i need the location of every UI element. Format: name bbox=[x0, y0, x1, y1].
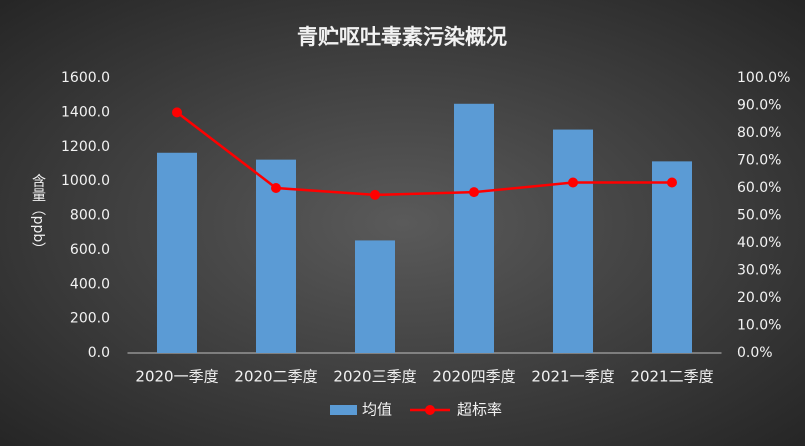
y-tick-label: 1400.0 bbox=[61, 104, 110, 120]
y2-tick-label: 10.0% bbox=[737, 318, 781, 334]
y2-tick-label: 20.0% bbox=[737, 290, 781, 306]
y-tick-label: 600.0 bbox=[70, 242, 110, 258]
y2-tick-label: 90.0% bbox=[737, 98, 781, 114]
y-tick-label: 800.0 bbox=[70, 208, 110, 224]
marker bbox=[172, 107, 182, 118]
x-tick-label: 2020一季度 bbox=[135, 368, 218, 386]
y2-tick-label: 80.0% bbox=[737, 125, 781, 141]
bar bbox=[355, 240, 395, 353]
marker bbox=[667, 177, 677, 188]
y-tick-label: 1000.0 bbox=[61, 173, 110, 189]
x-tick-label: 2020二季度 bbox=[234, 368, 317, 386]
y2-tick-label: 60.0% bbox=[737, 180, 781, 196]
y2-tick-label: 100.0% bbox=[737, 70, 790, 86]
x-tick-label: 2020四季度 bbox=[432, 368, 515, 386]
x-tick-label: 2021二季度 bbox=[630, 368, 713, 386]
y2-tick-label: 40.0% bbox=[737, 235, 781, 251]
bar bbox=[652, 161, 692, 353]
legend-label: 均值 bbox=[362, 401, 392, 419]
legend-swatch bbox=[425, 405, 435, 415]
line bbox=[176, 111, 672, 197]
legend-swatch bbox=[330, 405, 357, 415]
bar bbox=[553, 129, 593, 353]
bar bbox=[157, 152, 197, 353]
y-tick-label: 1200.0 bbox=[61, 139, 110, 155]
chart-title: 青贮呕吐毒素污染概况 bbox=[297, 25, 507, 49]
y-tick-label: 0.0 bbox=[88, 345, 110, 361]
marker bbox=[271, 183, 281, 193]
x-tick-label: 2021一季度 bbox=[531, 368, 614, 386]
marker bbox=[370, 189, 380, 200]
legend-label: 超标率 bbox=[457, 401, 502, 419]
y-tick-label: 1600.0 bbox=[61, 70, 110, 86]
x-tick-label: 2020三季度 bbox=[333, 368, 416, 386]
bar bbox=[454, 103, 494, 353]
y2-tick-label: 70.0% bbox=[737, 153, 781, 169]
y-tick-label: 200.0 bbox=[70, 311, 110, 327]
y-axis-label: 含量（ppb） bbox=[30, 174, 46, 257]
y-tick-label: 400.0 bbox=[70, 276, 110, 292]
y2-tick-label: 0.0% bbox=[737, 345, 773, 361]
y2-tick-label: 30.0% bbox=[737, 263, 781, 279]
y2-tick-label: 50.0% bbox=[737, 208, 781, 224]
marker bbox=[469, 187, 479, 198]
marker bbox=[568, 177, 578, 188]
